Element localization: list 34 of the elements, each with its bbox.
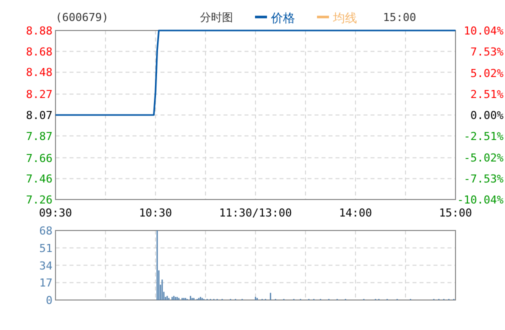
y-tick-label: 7.66 bbox=[26, 152, 52, 165]
legend-label: 均线 bbox=[332, 11, 357, 25]
line-series bbox=[54, 30, 456, 116]
y2-tick-label: -10.04% bbox=[457, 194, 504, 206]
x-tick-label: 10:30 bbox=[138, 206, 172, 220]
y-tick-label: 8.48 bbox=[26, 66, 52, 80]
y-tick-label: 34 bbox=[39, 259, 53, 272]
y-tick-label: 7.26 bbox=[26, 194, 52, 206]
y-tick-label: 68 bbox=[39, 224, 52, 238]
y2-tick-label: -7.53% bbox=[464, 172, 504, 186]
x-tick-label: 15:00 bbox=[438, 206, 472, 220]
legend-label: 价格 bbox=[270, 11, 295, 25]
chart-subtitle: 分时图 bbox=[200, 11, 233, 24]
y-tick-label: 51 bbox=[39, 242, 52, 255]
y2-tick-label: 0.00% bbox=[470, 109, 504, 122]
y-tick-label: 17 bbox=[39, 276, 52, 290]
x-tick-label: 09:30 bbox=[38, 206, 72, 220]
y-tick-label: 8.07 bbox=[26, 109, 52, 122]
text: 15:00 bbox=[383, 11, 416, 24]
y2-tick-label: 2.51% bbox=[470, 88, 504, 101]
y-tick-label: 7.46 bbox=[26, 172, 52, 186]
x-tick-label: 14:00 bbox=[338, 206, 372, 220]
y-tick-label: 7.87 bbox=[26, 130, 52, 143]
x-tick-label: 11:30/13:00 bbox=[219, 206, 292, 220]
y2-tick-label: 10.04% bbox=[464, 24, 504, 38]
y-tick-label: 0 bbox=[46, 294, 52, 307]
y2-tick-label: -2.51% bbox=[464, 130, 504, 144]
y-tick-label: 8.27 bbox=[26, 88, 52, 102]
y2-tick-label: 5.02% bbox=[470, 66, 504, 80]
y2-tick-label: -5.02% bbox=[464, 151, 504, 164]
chart-title: (600679) bbox=[56, 11, 108, 24]
y-tick-label: 8.68 bbox=[26, 45, 52, 58]
y-tick-label: 8.88 bbox=[26, 24, 52, 38]
y2-tick-label: 7.53% bbox=[470, 46, 504, 59]
